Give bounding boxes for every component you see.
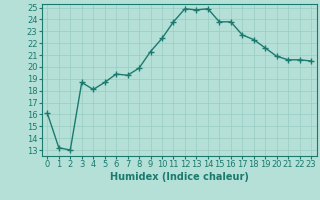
X-axis label: Humidex (Indice chaleur): Humidex (Indice chaleur) (110, 172, 249, 182)
